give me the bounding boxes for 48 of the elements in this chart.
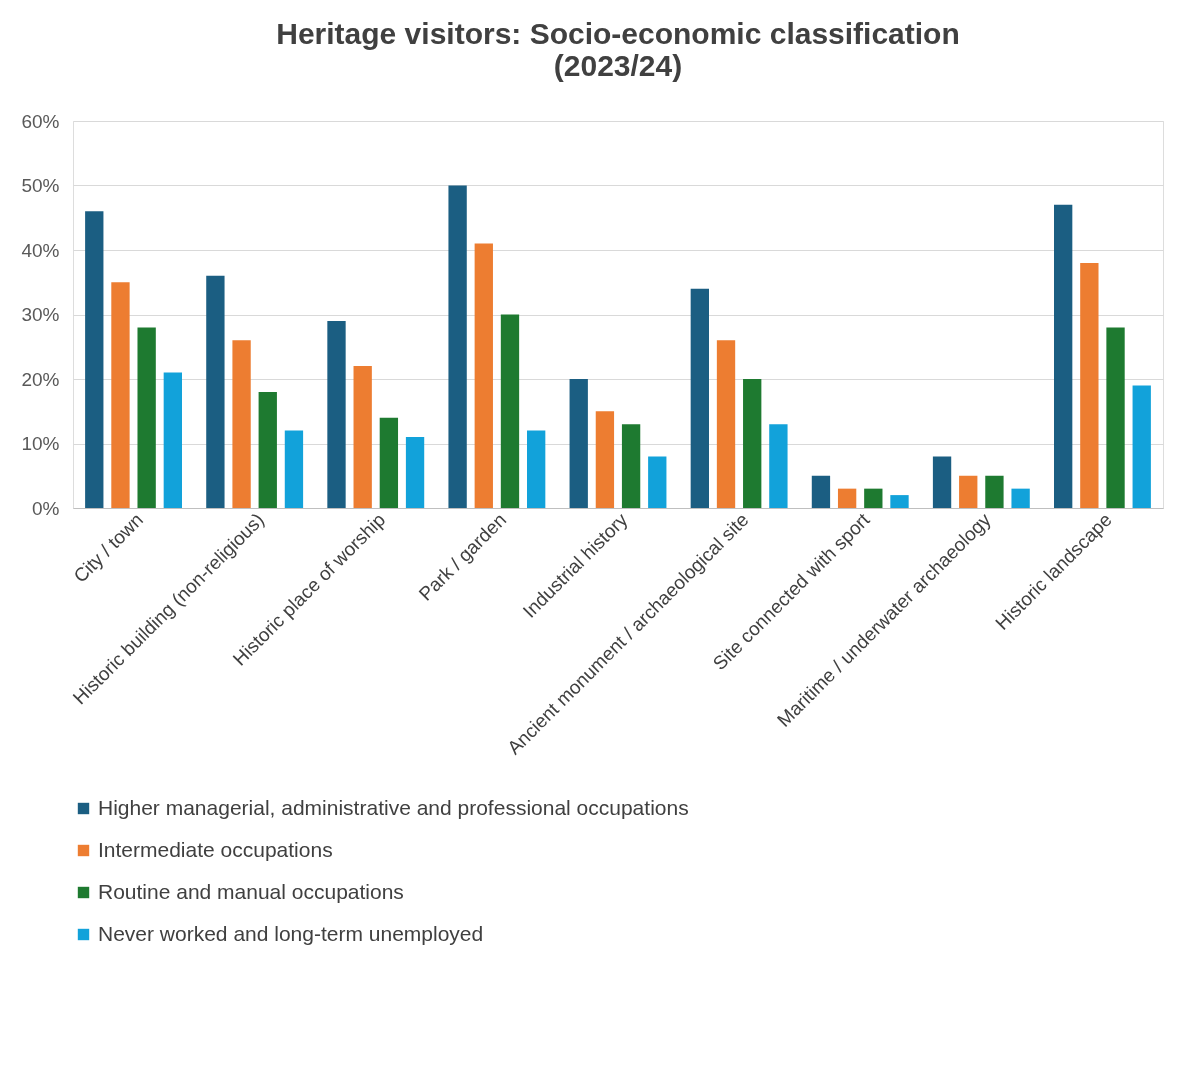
legend-label: Higher managerial, administrative and professional occupations — [98, 795, 689, 819]
bar — [500, 314, 520, 508]
bar — [163, 372, 182, 508]
bar — [595, 411, 615, 508]
y-tick-label: 20% — [21, 368, 60, 390]
bar — [379, 417, 399, 508]
y-tick-label: 0% — [32, 497, 60, 519]
chart-title: Heritage visitors: Socio-economic classification (2023/24) — [276, 17, 960, 82]
y-tick-label: 50% — [21, 175, 60, 196]
bar — [353, 366, 372, 508]
y-tick-label: 60% — [21, 110, 60, 132]
bar — [85, 211, 104, 508]
bar — [258, 391, 277, 508]
legend-label: Intermediate occupations — [98, 837, 333, 861]
bar — [716, 340, 736, 508]
bar — [527, 430, 546, 508]
bar — [1106, 327, 1125, 508]
y-tick-label: 40% — [21, 239, 60, 261]
legend-label: Routine and manual occupations — [98, 879, 404, 903]
bar — [448, 185, 467, 508]
bar — [985, 475, 1004, 508]
bar — [769, 424, 788, 508]
bar — [743, 379, 762, 508]
bar — [811, 475, 831, 508]
bar — [690, 288, 709, 508]
bar — [1054, 204, 1073, 508]
bar — [932, 456, 952, 508]
bar — [959, 475, 978, 508]
bar — [327, 320, 346, 508]
y-tick-label: 10% — [21, 433, 60, 454]
bar — [232, 340, 251, 508]
bar — [111, 282, 130, 508]
legend-label: Never worked and long-term unemployed — [98, 921, 484, 945]
y-tick-label: 30% — [21, 304, 60, 325]
bar — [864, 488, 883, 508]
bar — [206, 275, 225, 508]
bar — [1132, 385, 1151, 508]
bar — [137, 327, 156, 508]
bar — [569, 379, 588, 508]
bar — [474, 243, 493, 508]
bar — [648, 456, 667, 508]
bar — [405, 437, 425, 508]
bar — [837, 488, 857, 508]
bar — [284, 430, 304, 508]
bar — [1011, 488, 1030, 508]
bar — [890, 495, 909, 508]
bar — [621, 424, 641, 508]
bar — [1080, 262, 1099, 508]
